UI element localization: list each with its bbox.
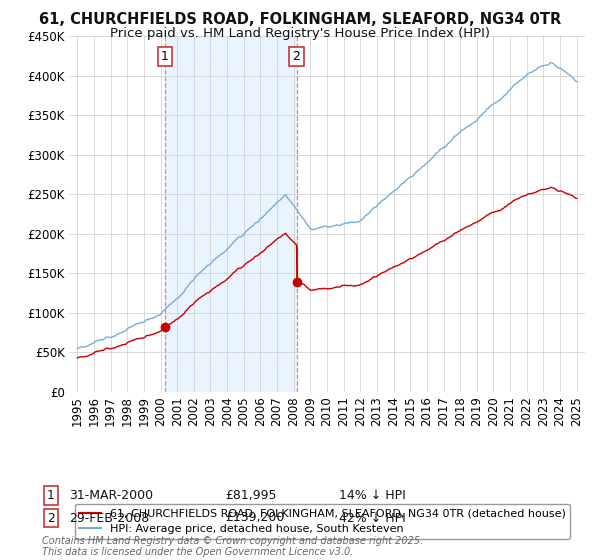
Text: £139,200: £139,200	[225, 511, 284, 525]
Text: Contains HM Land Registry data © Crown copyright and database right 2025.
This d: Contains HM Land Registry data © Crown c…	[42, 535, 423, 557]
Text: 14% ↓ HPI: 14% ↓ HPI	[339, 489, 406, 502]
Text: £81,995: £81,995	[225, 489, 277, 502]
Text: 2: 2	[293, 50, 301, 63]
Text: 61, CHURCHFIELDS ROAD, FOLKINGHAM, SLEAFORD, NG34 0TR: 61, CHURCHFIELDS ROAD, FOLKINGHAM, SLEAF…	[39, 12, 561, 27]
Text: 42% ↓ HPI: 42% ↓ HPI	[339, 511, 406, 525]
Text: 29-FEB-2008: 29-FEB-2008	[69, 511, 149, 525]
Text: 31-MAR-2000: 31-MAR-2000	[69, 489, 153, 502]
Bar	[165, 36, 296, 392]
Text: 2: 2	[47, 511, 55, 525]
Text: 1: 1	[47, 489, 55, 502]
Text: Price paid vs. HM Land Registry's House Price Index (HPI): Price paid vs. HM Land Registry's House …	[110, 27, 490, 40]
Text: 1: 1	[161, 50, 169, 63]
Legend: 61, CHURCHFIELDS ROAD, FOLKINGHAM, SLEAFORD, NG34 0TR (detached house), HPI: Ave: 61, CHURCHFIELDS ROAD, FOLKINGHAM, SLEAF…	[74, 504, 571, 539]
